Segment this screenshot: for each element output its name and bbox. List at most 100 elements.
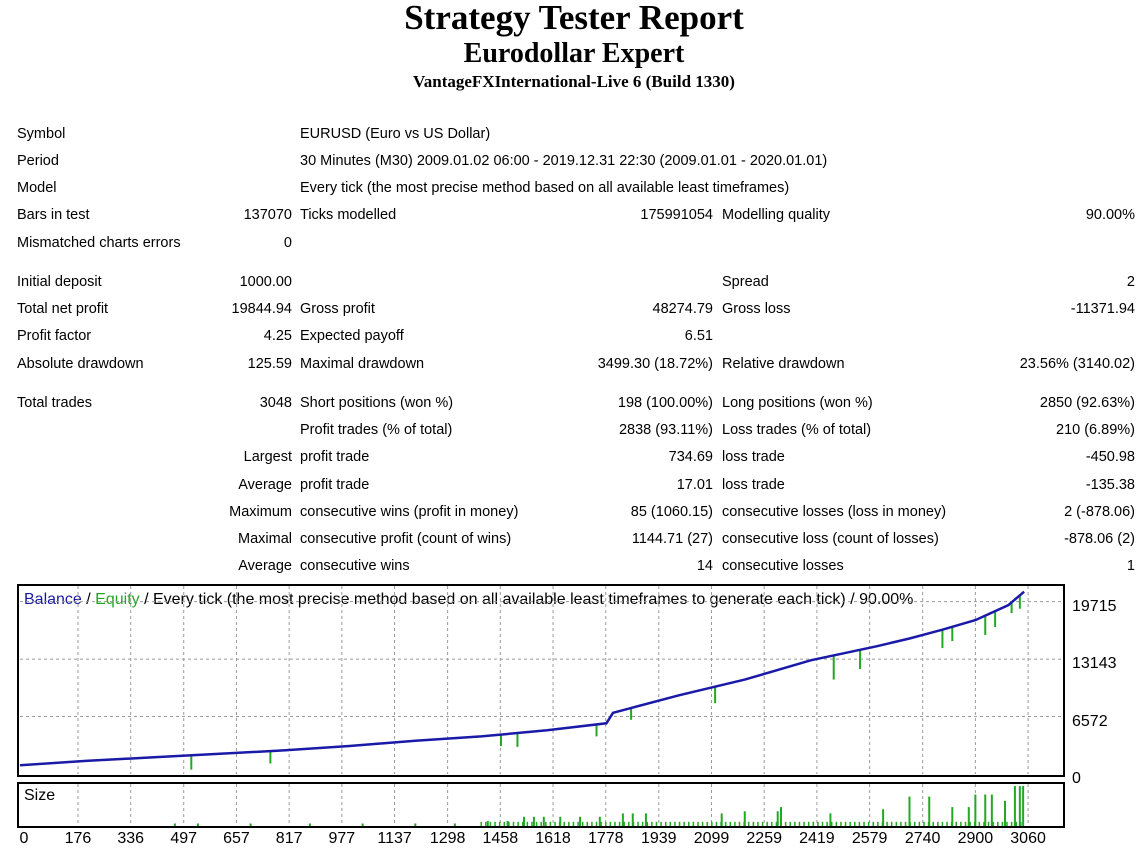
- x-tick-label: 2579: [851, 830, 888, 847]
- x-tick-label: 1458: [482, 830, 519, 847]
- y-tick-label: 13143: [1072, 655, 1117, 673]
- summary-cell: Loss trades (% of total): [722, 422, 872, 438]
- summary-cell: 125.59: [247, 356, 292, 372]
- summary-cell: Period: [17, 153, 59, 169]
- summary-cell: EURUSD (Euro vs US Dollar): [300, 126, 491, 142]
- x-tick-label: 0: [19, 830, 29, 847]
- summary-cell: Absolute drawdown: [17, 356, 144, 372]
- summary-cell: 1000.00: [239, 274, 292, 290]
- summary-cell: 210 (6.89%): [1056, 422, 1135, 438]
- x-tick-label: 977: [328, 830, 356, 847]
- summary-cell: 17.01: [676, 477, 713, 493]
- chart-title: Balance / Equity / Every tick (the most …: [24, 590, 913, 610]
- summary-cell: Spread: [722, 274, 769, 290]
- summary-cell: Total trades: [17, 395, 92, 411]
- summary-cell: 23.56% (3140.02): [1019, 356, 1135, 372]
- x-tick-label: 3060: [1010, 830, 1046, 847]
- balance-equity-chart: [17, 584, 1065, 777]
- summary-cell: Relative drawdown: [722, 356, 845, 372]
- summary-cell: consecutive losses: [722, 558, 844, 574]
- summary-cell: 14: [696, 558, 713, 574]
- summary-cell: Bars in test: [17, 207, 90, 223]
- expert-name: Eurodollar Expert: [463, 38, 685, 69]
- chart-title-rest: / Every tick (the most precise method ba…: [139, 591, 914, 608]
- summary-cell: Long positions (won %): [722, 395, 873, 411]
- summary-cell: consecutive wins: [300, 558, 410, 574]
- summary-cell: Model: [17, 180, 57, 196]
- balance-line: [19, 590, 1025, 767]
- size-panel: [17, 782, 1065, 828]
- summary-cell: Largest: [243, 449, 292, 465]
- summary-cell: Short positions (won %): [300, 395, 454, 411]
- summary-cell: Maximal: [238, 531, 292, 547]
- summary-cell: 137070: [243, 207, 292, 223]
- x-tick-label: 1618: [535, 830, 571, 847]
- summary-cell: 48274.79: [652, 301, 713, 317]
- chart-title-equity: Equity: [95, 591, 140, 608]
- x-tick-label: 1939: [640, 830, 677, 847]
- y-tick-label: 19715: [1072, 597, 1117, 615]
- y-tick-label: 6572: [1072, 712, 1108, 730]
- summary-cell: consecutive losses (loss in money): [722, 504, 947, 520]
- summary-cell: 734.69: [668, 449, 713, 465]
- chart-title-balance: Balance: [24, 591, 82, 608]
- y-tick-label: 0: [1072, 770, 1081, 787]
- summary-cell: loss trade: [722, 449, 785, 465]
- summary-cell: 2838 (93.11%): [618, 422, 713, 438]
- summary-cell: Maximal drawdown: [300, 356, 425, 372]
- summary-cell: consecutive loss (count of losses): [722, 531, 939, 547]
- x-tick-label: 2099: [693, 830, 730, 847]
- summary-cell: 1: [1126, 558, 1135, 574]
- x-tick-label: 817: [275, 830, 303, 847]
- summary-cell: 85 (1060.15): [630, 504, 713, 520]
- summary-cell: Average: [238, 558, 292, 574]
- summary-cell: Average: [238, 477, 292, 493]
- report-title: Strategy Tester Report: [404, 0, 744, 37]
- summary-cell: profit trade: [300, 449, 370, 465]
- summary-cell: Maximum: [229, 504, 292, 520]
- x-tick-label: 2740: [904, 830, 941, 847]
- summary-cell: -11371.94: [1070, 301, 1135, 317]
- summary-cell: Every tick (the most precise method base…: [300, 180, 790, 196]
- x-tick-label: 497: [170, 830, 198, 847]
- summary-cell: Expected payoff: [300, 328, 404, 344]
- x-tick-label: 2900: [957, 830, 994, 847]
- chart-title-separator: /: [81, 591, 96, 608]
- summary-cell: Ticks modelled: [300, 207, 397, 223]
- summary-cell: Gross profit: [300, 301, 375, 317]
- summary-cell: -135.38: [1085, 477, 1135, 493]
- summary-cell: consecutive profit (count of wins): [300, 531, 512, 547]
- summary-cell: -450.98: [1085, 449, 1135, 465]
- summary-cell: 198 (100.00%): [617, 395, 713, 411]
- summary-cell: 6.51: [684, 328, 713, 344]
- x-tick-label: 657: [223, 830, 250, 847]
- summary-cell: 3499.30 (18.72%): [597, 356, 713, 372]
- x-tick-label: 176: [64, 830, 92, 847]
- x-tick-label: 2419: [799, 830, 835, 847]
- summary-cell: 4.25: [263, 328, 292, 344]
- summary-cell: -878.06 (2): [1064, 531, 1135, 547]
- summary-cell: Modelling quality: [722, 207, 831, 223]
- summary-cell: 19844.94: [231, 301, 292, 317]
- summary-cell: Total net profit: [17, 301, 109, 317]
- server-build: VantageFXInternational-Live 6 (Build 133…: [413, 72, 735, 91]
- x-tick-label: 1298: [429, 830, 466, 847]
- summary-cell: 1144.71 (27): [631, 531, 713, 547]
- x-tick-label: 1778: [587, 830, 624, 847]
- summary-cell: Profit factor: [17, 328, 92, 344]
- summary-cell: Profit trades (% of total): [300, 422, 453, 438]
- summary-cell: consecutive wins (profit in money): [300, 504, 519, 520]
- summary-cell: 2850 (92.63%): [1039, 395, 1135, 411]
- summary-cell: 30 Minutes (M30) 2009.01.02 06:00 - 2019…: [300, 153, 828, 169]
- summary-cell: profit trade: [300, 477, 370, 493]
- summary-cell: Initial deposit: [17, 274, 102, 290]
- summary-cell: Mismatched charts errors: [17, 235, 181, 251]
- x-tick-label: 1137: [377, 830, 412, 847]
- size-panel-label: Size: [24, 787, 56, 804]
- x-tick-label: 2259: [746, 830, 782, 847]
- x-tick-label: 336: [117, 830, 145, 847]
- summary-cell: Gross loss: [722, 301, 791, 317]
- summary-cell: 2: [1126, 274, 1135, 290]
- summary-cell: 2 (-878.06): [1064, 504, 1135, 520]
